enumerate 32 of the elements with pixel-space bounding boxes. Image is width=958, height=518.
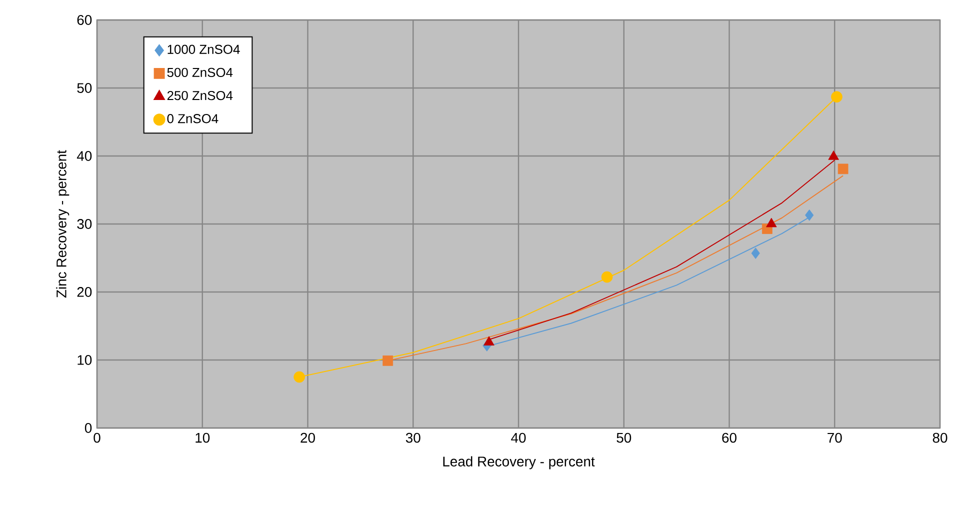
x-tick-label: 20 xyxy=(300,432,315,443)
x-tick-label: 30 xyxy=(406,432,420,443)
point xyxy=(484,336,494,346)
point xyxy=(805,209,814,221)
x-axis-title: Lead Recovery - percent xyxy=(443,456,595,470)
y-axis-title: Zinc Recovery - percent xyxy=(56,150,70,298)
point xyxy=(838,164,848,174)
x-tick-label: 70 xyxy=(828,432,842,443)
point xyxy=(294,371,305,383)
y-tick-label: 40 xyxy=(76,151,92,161)
x-tick-label: 80 xyxy=(932,432,948,443)
x-tick-label: 10 xyxy=(196,432,210,443)
y-tick-label: 0 xyxy=(84,423,92,433)
point xyxy=(751,248,760,259)
y-tick-label: 30 xyxy=(77,219,92,229)
legend-label: 500 ZnSO4 xyxy=(167,68,233,78)
point xyxy=(828,150,839,160)
y-tick-label: 10 xyxy=(78,355,92,365)
point xyxy=(601,271,613,283)
x-tick-label: 0 xyxy=(94,432,100,443)
point xyxy=(766,218,777,228)
point xyxy=(831,91,842,103)
x-tick-label: 50 xyxy=(616,432,632,443)
x-tick-label: 40 xyxy=(511,432,526,443)
x-tick-label: 60 xyxy=(722,432,736,443)
legend-label: 1000 ZnSO4 xyxy=(168,44,240,54)
y-tick-label: 60 xyxy=(77,15,92,25)
legend-label: 0 ZnSO4 xyxy=(167,114,218,124)
point xyxy=(382,356,394,366)
y-tick-label: 50 xyxy=(77,83,92,93)
y-tick-label: 20 xyxy=(77,287,92,297)
legend-label: 250 ZnSO4 xyxy=(167,90,233,100)
